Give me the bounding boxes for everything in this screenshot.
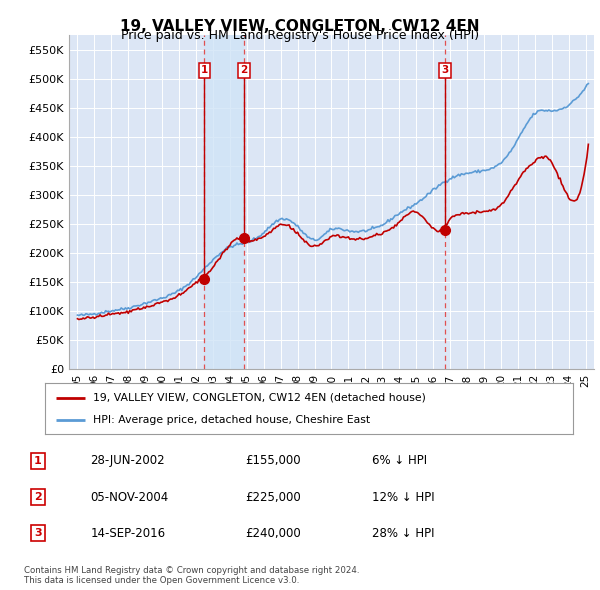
Text: 14-SEP-2016: 14-SEP-2016 [90,527,166,540]
Text: 05-NOV-2004: 05-NOV-2004 [90,490,169,504]
Text: 28% ↓ HPI: 28% ↓ HPI [372,527,434,540]
Text: 3: 3 [442,65,449,76]
Text: 2: 2 [34,492,41,502]
Text: £155,000: £155,000 [245,454,301,467]
Text: Price paid vs. HM Land Registry's House Price Index (HPI): Price paid vs. HM Land Registry's House … [121,30,479,42]
Text: 12% ↓ HPI: 12% ↓ HPI [372,490,434,504]
Bar [205,35,244,369]
Text: £225,000: £225,000 [245,490,301,504]
Text: 19, VALLEY VIEW, CONGLETON, CW12 4EN (detached house): 19, VALLEY VIEW, CONGLETON, CW12 4EN (de… [92,392,425,402]
Text: 6% ↓ HPI: 6% ↓ HPI [372,454,427,467]
Text: Contains HM Land Registry data © Crown copyright and database right 2024.
This d: Contains HM Land Registry data © Crown c… [24,566,359,585]
Text: 1: 1 [201,65,208,76]
Text: 1: 1 [34,456,41,466]
Text: 3: 3 [34,529,41,538]
Text: £240,000: £240,000 [245,527,301,540]
Text: 2: 2 [241,65,248,76]
Text: 19, VALLEY VIEW, CONGLETON, CW12 4EN: 19, VALLEY VIEW, CONGLETON, CW12 4EN [120,19,480,34]
Text: 28-JUN-2002: 28-JUN-2002 [90,454,165,467]
Text: HPI: Average price, detached house, Cheshire East: HPI: Average price, detached house, Ches… [92,415,370,425]
